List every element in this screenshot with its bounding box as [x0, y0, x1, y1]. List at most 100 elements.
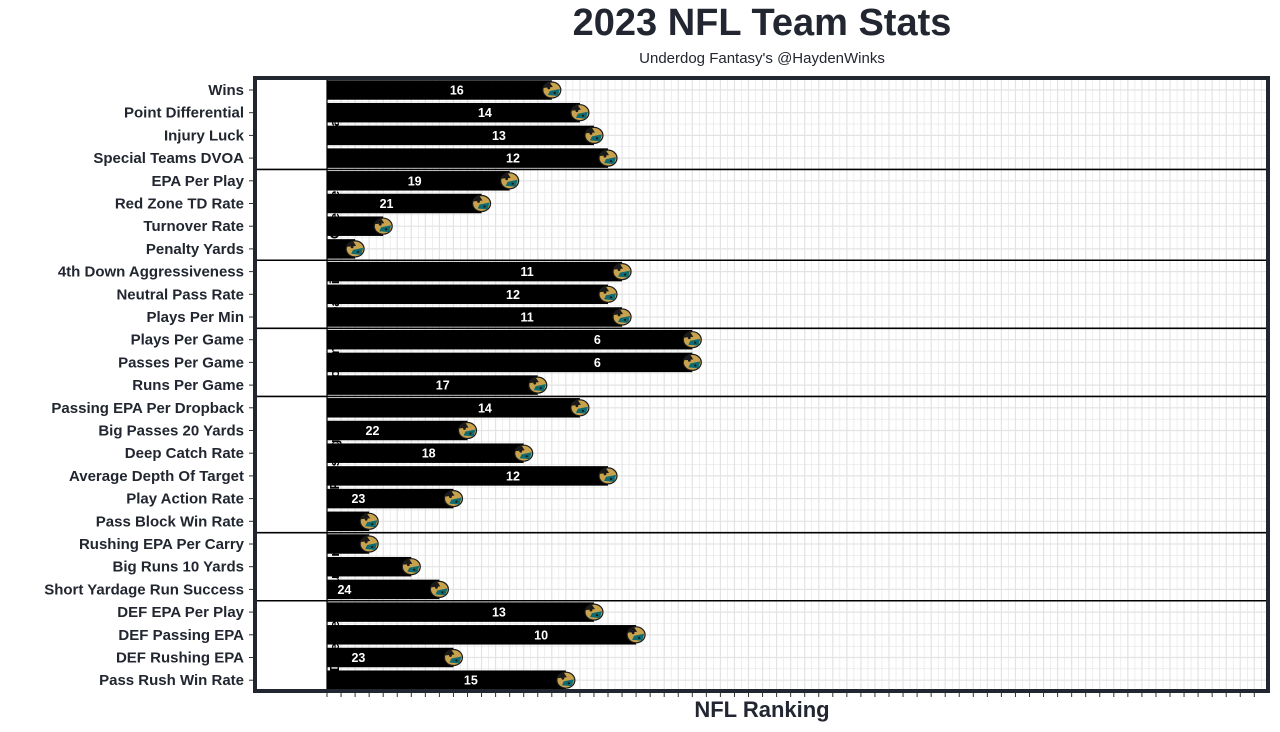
bar: [327, 556, 412, 577]
data-label: 21: [380, 197, 394, 211]
data-label: 19: [408, 174, 422, 188]
data-label: 22: [366, 424, 380, 438]
jaguar-head-icon: [401, 557, 421, 576]
facet-label: Volume: [327, 339, 342, 385]
category-label: Big Passes 20 Yards: [98, 423, 244, 440]
jaguar-head-icon: [359, 535, 379, 553]
bar: [327, 670, 566, 690]
data-label: 14: [478, 401, 492, 415]
bar: [327, 329, 693, 350]
category-label: Play Action Rate: [126, 491, 244, 508]
jaguar-head-icon: [612, 262, 632, 281]
jaguar-head-icon: [612, 308, 632, 326]
category-label: Wins: [208, 82, 244, 99]
data-label: 23: [351, 492, 365, 506]
jaguar-head-icon: [542, 81, 562, 99]
facet-label: Offense: [327, 191, 342, 239]
jaguar-head-icon: [682, 330, 702, 349]
data-label: 11: [520, 311, 533, 325]
data-label: 6: [594, 333, 601, 347]
category-label: Injury Luck: [164, 127, 245, 144]
data-label: 12: [506, 469, 520, 483]
category-label: DEF EPA Per Play: [117, 604, 244, 621]
facet-label: Passing: [327, 440, 342, 490]
facet-strip: [255, 78, 327, 691]
data-label: 16: [450, 84, 464, 98]
jaguar-head-icon: [429, 580, 449, 599]
jaguar-head-icon: [570, 103, 590, 122]
bar: [327, 375, 538, 395]
jaguar-head-icon: [598, 466, 618, 485]
category-label: Point Differential: [124, 105, 244, 122]
bar: [327, 511, 370, 532]
category-labels: Wins Point Differential Injury Luck Special…: [44, 82, 255, 689]
category-label: DEF Rushing EPA: [116, 650, 244, 667]
category-label: Big Runs 10 Yards: [113, 559, 244, 576]
jaguar-head-icon: [514, 444, 534, 462]
bar: [327, 125, 594, 146]
jaguar-head-icon: [457, 421, 478, 440]
facet-label: Team: [327, 108, 342, 141]
panel-border: [253, 76, 1270, 693]
jaguar-head-icon: [500, 171, 520, 190]
bar: [327, 148, 608, 168]
facet-separators: [255, 168, 1268, 602]
data-label: 12: [506, 288, 520, 302]
data-label: 24: [337, 583, 351, 597]
category-label: Pass Rush Win Rate: [99, 672, 244, 689]
category-label: Plays Per Game: [131, 332, 244, 349]
bar: [327, 216, 384, 236]
category-label: Turnover Rate: [143, 218, 244, 235]
category-label: Pass Block Win Rate: [96, 513, 244, 530]
data-label: 13: [492, 606, 506, 620]
data-label: 29: [267, 538, 281, 552]
jaguar-head-icon: [570, 398, 590, 417]
jaguar-head-icon: [598, 285, 618, 303]
jaguar-head-icon: [556, 671, 576, 689]
bar: [327, 534, 370, 554]
category-label: Plays Per Min: [146, 309, 244, 326]
data-label: 18: [422, 447, 436, 461]
jaguar-head-icon: [443, 489, 464, 508]
category-label: EPA Per Play: [151, 173, 244, 190]
chart-subtitle: Underdog Fantasy's @HaydenWinks: [639, 50, 885, 67]
facet-label: Coaching: [327, 265, 342, 324]
jaguar-head-icon: [626, 625, 646, 644]
category-label: DEF Passing EPA: [118, 627, 244, 644]
category-label: Average Depth Of Target: [69, 468, 244, 485]
bar: [327, 625, 637, 645]
data-label: 15: [464, 674, 478, 688]
category-label: Short Yardage Run Success: [44, 581, 244, 598]
bars: 1614131219212830111211661714221812232929…: [253, 80, 702, 690]
data-label: 28: [281, 220, 295, 234]
jaguar-head-icon: [443, 648, 464, 667]
category-label: Penalty Yards: [146, 241, 244, 258]
bar: [327, 193, 482, 214]
bar: [327, 647, 454, 668]
data-label: 29: [267, 515, 281, 529]
bar: [327, 579, 440, 600]
chart-title: 2023 NFL Team Stats: [572, 2, 952, 44]
jaguar-head-icon: [528, 376, 548, 394]
jaguar-head-icon: [471, 194, 492, 213]
category-label: Red Zone TD Rate: [115, 196, 244, 213]
category-label: Deep Catch Rate: [125, 445, 244, 462]
bar: [327, 171, 510, 191]
jaguar-head-icon: [345, 239, 365, 258]
bar: [327, 602, 594, 622]
data-label: 17: [436, 379, 450, 393]
bar: [327, 307, 623, 327]
category-label: Passing EPA Per Dropback: [51, 400, 244, 417]
category-label: Passes Per Game: [118, 354, 244, 371]
bar: [327, 102, 580, 123]
data-label: 6: [594, 356, 601, 370]
bar: [327, 420, 468, 441]
data-label: 26: [309, 560, 323, 574]
bar: [327, 443, 524, 463]
facet-label: Defense: [327, 621, 342, 672]
category-label: Neutral Pass Rate: [116, 286, 244, 303]
bar: [327, 398, 580, 418]
jaguar-head-icon: [359, 512, 379, 530]
